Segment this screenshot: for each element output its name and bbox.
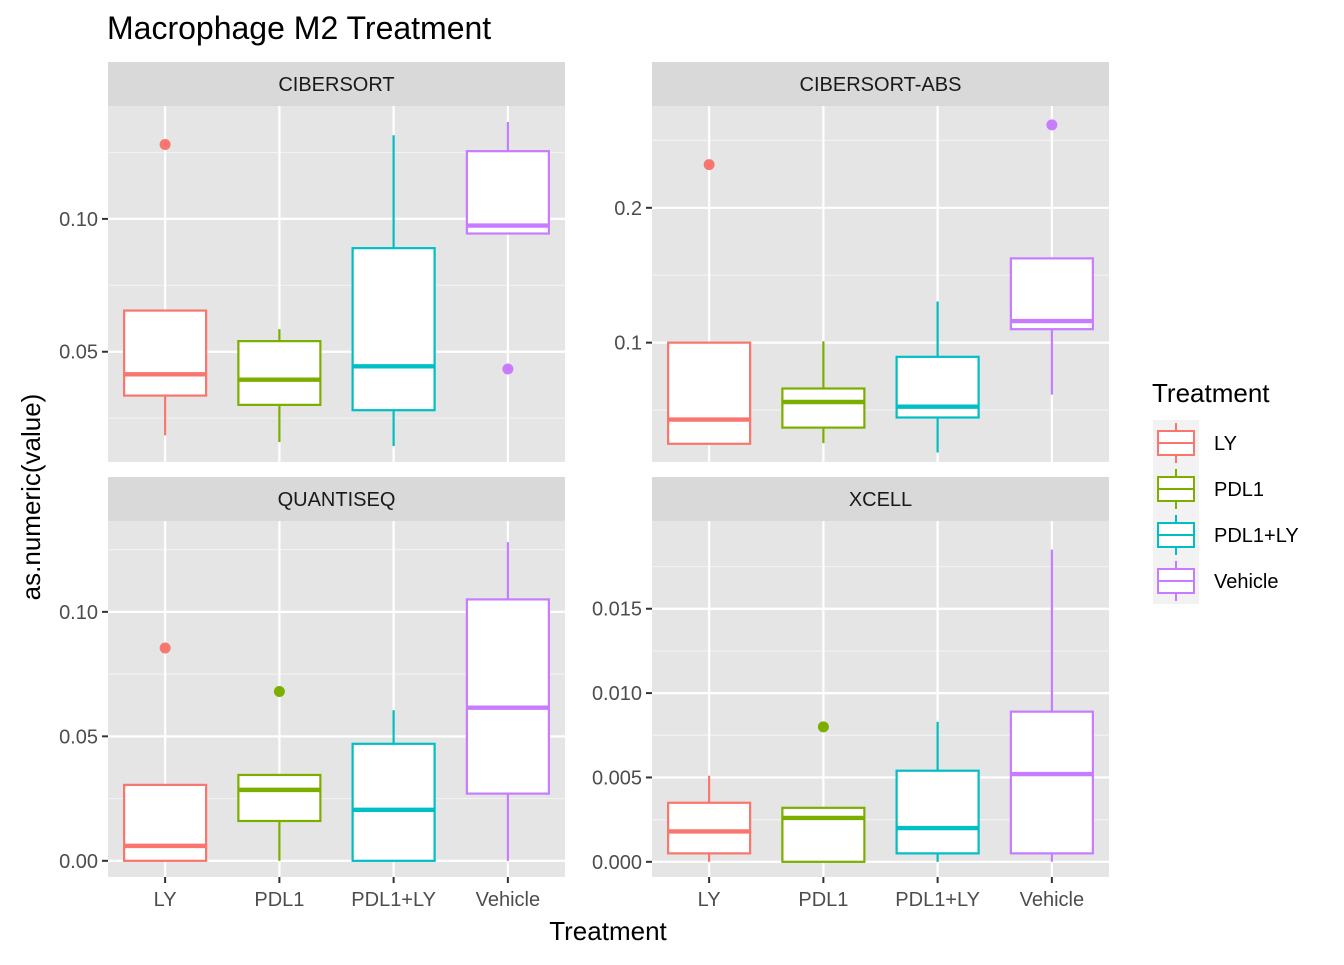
- legend-item-pdl1: PDL1: [1153, 466, 1264, 512]
- iqr-box-xcell-ly: [667, 801, 752, 855]
- x-tick-label-xcell-pdl1: PDL1: [798, 889, 848, 911]
- iqr-box-quantiseq-pdl1: [237, 773, 322, 823]
- outlier-point-quantiseq-pdl1-0: [273, 686, 285, 698]
- legend: Treatment LY PDL1 PDL1+LY Vehicle: [1152, 378, 1299, 604]
- iqr-box-cibersort-ly: [123, 309, 208, 397]
- x-tick-label-quantiseq-vehicle: Vehicle: [476, 889, 541, 911]
- x-tick-label-quantiseq-pdl1: PDL1: [254, 889, 304, 911]
- box-cibersort-ly: [123, 139, 208, 436]
- outlier-point-cibersort-ly-0: [159, 139, 171, 151]
- outlier-point-cibersort-abs-ly-0: [703, 159, 715, 171]
- facet-label-quantiseq: QUANTISEQ: [278, 489, 396, 511]
- iqr-box-cibersort-pdl1: [237, 340, 322, 406]
- facet-label-cibersort-abs: CIBERSORT-ABS: [800, 74, 962, 96]
- y-tick-label-xcell-3: 0.015: [592, 599, 642, 621]
- outlier-point-quantiseq-ly-0: [159, 642, 171, 654]
- box-xcell-pdl1-ly: [895, 721, 980, 862]
- outlier-point-cibersort-vehicle-0: [502, 363, 514, 375]
- y-tick-label-cibersort-1: 0.10: [59, 209, 98, 231]
- iqr-box-cibersort-abs-ly: [667, 341, 752, 445]
- box-xcell-pdl1: [781, 721, 866, 863]
- x-tick-label-quantiseq-pdl1-ly: PDL1+LY: [351, 889, 436, 911]
- y-tick-label-cibersort-abs-0: 0.1: [614, 333, 642, 355]
- box-cibersort-pdl1-ly: [351, 135, 436, 447]
- iqr-box-cibersort-abs-vehicle: [1009, 257, 1094, 331]
- legend-label-ly: LY: [1214, 433, 1237, 455]
- iqr-box-quantiseq-pdl1-ly: [351, 742, 436, 862]
- legend-label-pdl1-ly: PDL1+LY: [1214, 525, 1299, 547]
- y-tick-label-xcell-2: 0.010: [592, 683, 642, 705]
- box-xcell-ly: [667, 775, 752, 862]
- legend-item-pdl1-ly: PDL1+LY: [1153, 512, 1299, 558]
- box-quantiseq-pdl1-ly: [351, 710, 436, 862]
- x-tick-label-quantiseq-ly: LY: [154, 889, 177, 911]
- box-quantiseq-pdl1: [237, 686, 322, 861]
- facet-label-cibersort: CIBERSORT: [278, 74, 394, 96]
- chart-title: Macrophage M2 Treatment: [107, 10, 491, 46]
- box-quantiseq-vehicle: [465, 542, 550, 861]
- y-tick-label-cibersort-0: 0.05: [59, 342, 98, 364]
- facet-panels: CIBERSORT 0.05 0.10 CIBERSORT-ABS 0.1 0.2 QUAN…: [59, 62, 1109, 911]
- x-tick-label-xcell-vehicle: Vehicle: [1020, 889, 1085, 911]
- box-cibersort-pdl1: [237, 329, 322, 443]
- iqr-box-quantiseq-ly: [123, 783, 208, 862]
- iqr-box-cibersort-pdl1-ly: [351, 247, 436, 412]
- y-tick-label-xcell-1: 0.005: [592, 767, 642, 789]
- legend-title: Treatment: [1152, 378, 1270, 408]
- facet-strip-cibersort-abs: [652, 62, 1109, 106]
- iqr-box-quantiseq-vehicle: [465, 598, 550, 795]
- y-tick-label-quantiseq-1: 0.05: [59, 726, 98, 748]
- box-cibersort-abs-vehicle: [1009, 119, 1094, 395]
- y-tick-label-xcell-0: 0.000: [592, 852, 642, 874]
- facet-strip-quantiseq: [108, 477, 565, 521]
- legend-item-ly: LY: [1153, 420, 1237, 466]
- y-tick-label-quantiseq-2: 0.10: [59, 602, 98, 624]
- legend-label-vehicle: Vehicle: [1214, 571, 1279, 593]
- legend-label-pdl1: PDL1: [1214, 479, 1264, 501]
- y-tick-label-cibersort-abs-1: 0.2: [614, 198, 642, 220]
- iqr-box-cibersort-abs-pdl1: [781, 387, 866, 429]
- outlier-point-cibersort-abs-vehicle-0: [1046, 119, 1058, 131]
- iqr-box-xcell-pdl1-ly: [895, 769, 980, 855]
- facet-label-xcell: XCELL: [849, 489, 912, 511]
- x-tick-label-xcell-ly: LY: [698, 889, 721, 911]
- box-cibersort-abs-ly: [667, 159, 752, 445]
- facet-strip-xcell: [652, 477, 1109, 521]
- box-xcell-vehicle: [1009, 549, 1094, 862]
- legend-item-vehicle: Vehicle: [1153, 558, 1279, 604]
- x-tick-label-xcell-pdl1-ly: PDL1+LY: [895, 889, 980, 911]
- y-axis-title: as.numeric(value): [16, 394, 46, 601]
- box-cibersort-vehicle: [465, 121, 550, 375]
- facet-strip-cibersort: [108, 62, 565, 106]
- y-tick-label-quantiseq-0: 0.00: [59, 851, 98, 873]
- box-cibersort-abs-pdl1: [781, 341, 866, 444]
- box-cibersort-abs-pdl1-ly: [895, 301, 980, 453]
- iqr-box-xcell-vehicle: [1009, 710, 1094, 855]
- iqr-box-cibersort-vehicle: [465, 150, 550, 235]
- outlier-point-xcell-pdl1-0: [817, 721, 829, 733]
- box-quantiseq-ly: [123, 642, 208, 862]
- x-axis-title: Treatment: [549, 916, 667, 946]
